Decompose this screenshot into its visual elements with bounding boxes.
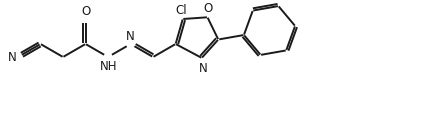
Text: N: N [198,61,207,74]
Text: N: N [126,30,135,43]
Text: O: O [81,5,90,18]
Text: N: N [8,51,17,64]
Text: NH: NH [100,59,118,72]
Text: Cl: Cl [175,4,187,17]
Text: O: O [204,2,213,15]
